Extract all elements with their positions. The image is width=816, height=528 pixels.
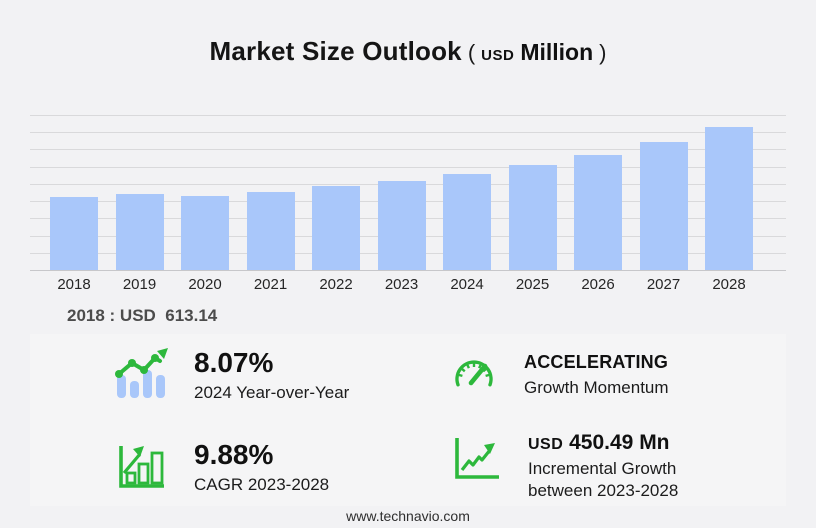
x-tick-label-2020: 2020 (188, 276, 222, 293)
x-tick-label-2028: 2028 (712, 276, 746, 293)
bar-2020 (181, 195, 229, 270)
trend-bars-icon (112, 348, 170, 405)
base-year-annotation: 2018 : USD 613.14 (67, 306, 218, 325)
title-paren-close: ) (599, 40, 607, 65)
x-tick-label-2025: 2025 (515, 276, 550, 293)
stat-yoy: 8.07% 2024 Year-over-Year (112, 347, 350, 405)
x-tick-label-2023: 2023 (384, 276, 419, 293)
stat-incremental-label-2: between 2023-2028 (528, 481, 679, 501)
stat-momentum: ACCELERATING Growth Momentum (448, 352, 669, 403)
bar-2023 (377, 180, 426, 270)
title-unit-prefix: USD (481, 47, 515, 64)
x-tick-label-2021: 2021 (253, 276, 288, 293)
stat-incremental-amount: 450.49 Mn (569, 431, 670, 454)
stat-cagr-value: 9.88% (194, 439, 274, 470)
stats-panel: 8.07% 2024 Year-over-Year ACCELERATING G… (30, 334, 786, 506)
x-tick-label-2027: 2027 (646, 276, 681, 293)
line-growth-icon (448, 430, 504, 489)
chart-title-main: Market Size Outlook (209, 36, 462, 66)
title-paren-open: ( (467, 40, 476, 65)
speedometer-icon (448, 352, 500, 403)
stat-yoy-label: 2024 Year-over-Year (194, 382, 350, 402)
bar-growth-icon (112, 440, 170, 497)
bar-2019 (115, 194, 164, 270)
gridline (30, 166, 786, 168)
x-tick-label-2019: 2019 (122, 276, 157, 293)
gridline (30, 149, 786, 151)
x-tick-label-2026: 2026 (581, 276, 615, 293)
bar-2022 (312, 186, 360, 270)
title-unit: Million (520, 39, 594, 65)
bar-2026 (574, 154, 622, 270)
stat-incremental-usd-prefix: USD (528, 436, 564, 453)
gridline (30, 115, 786, 116)
website-url: www.technavio.com (346, 508, 470, 524)
stat-yoy-value: 8.07% (194, 347, 274, 378)
stat-incremental-label-1: Incremental Growth (528, 459, 677, 479)
bar-2027 (639, 141, 688, 270)
x-axis-line (30, 270, 786, 271)
stat-incremental-value: USD 450.49 Mn (528, 430, 678, 455)
bar-2024 (443, 173, 491, 270)
x-axis-labels: 2018 2019 2020 2021 2022 2023 2024 2025 2026 2027… (30, 276, 786, 296)
bar-2018 (50, 197, 98, 270)
stat-cagr-label: CAGR 2023-2028 (194, 474, 330, 494)
x-tick-label-2018: 2018 (57, 276, 91, 293)
chart-title: Market Size Outlook ( USD Million ) (0, 36, 816, 67)
x-tick-label-2024: 2024 (450, 276, 484, 293)
stat-cagr: 9.88% CAGR 2023-2028 (112, 439, 330, 497)
stat-momentum-value: ACCELERATING (524, 352, 669, 372)
bar-2025 (508, 165, 557, 270)
stat-incremental: USD 450.49 Mn Incremental Growth between… (448, 430, 678, 502)
gridline (30, 132, 786, 134)
stat-momentum-label: Growth Momentum (524, 377, 669, 397)
x-tick-label-2022: 2022 (319, 276, 353, 293)
plot-area (30, 115, 786, 271)
bar-2028 (705, 127, 753, 270)
bar-2021 (246, 191, 295, 270)
